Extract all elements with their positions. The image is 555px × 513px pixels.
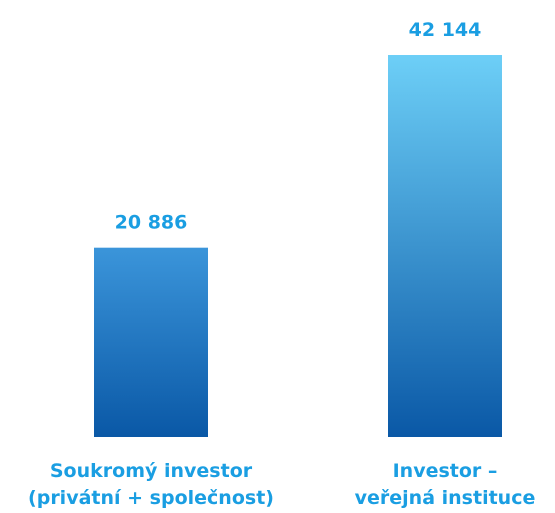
value-label: 20 886 [115, 212, 188, 234]
value-label: 42 144 [409, 19, 482, 41]
bar [388, 55, 502, 437]
category-label: Investor – [393, 460, 498, 482]
category-label: veřejná instituce [355, 487, 536, 509]
category-label: Soukromý investor [50, 460, 253, 482]
category-label: (privátní + společnost) [28, 487, 274, 509]
bar [94, 247, 208, 437]
